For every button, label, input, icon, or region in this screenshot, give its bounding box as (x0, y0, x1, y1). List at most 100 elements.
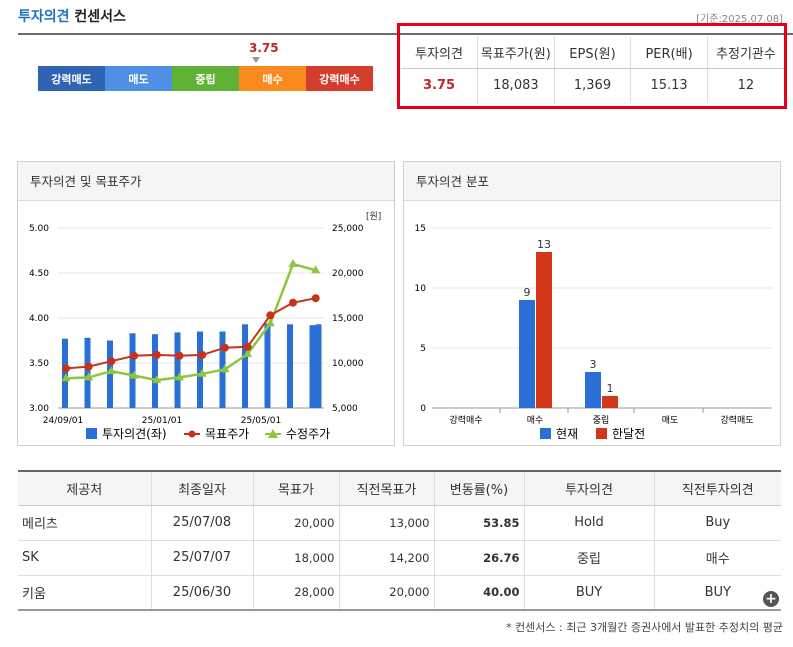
opinion-bar (62, 338, 68, 408)
left-tick: 4.50 (29, 269, 49, 279)
dist-x-tick: 강력매수 (449, 414, 482, 426)
header-divider (18, 33, 793, 35)
target-price-point (198, 350, 207, 359)
legend-month-ago: 한달전 (612, 427, 645, 441)
target-price-point (311, 294, 320, 303)
provider-opinion: BUY (524, 575, 655, 611)
dist-y-tick: 5 (420, 344, 426, 354)
consensus-header-per: PER(배) (630, 37, 708, 69)
opinion-scale-sell: 매도 (105, 66, 172, 91)
opinion-bar (264, 323, 271, 408)
legend-opinion: 투자의견(좌) (102, 427, 167, 441)
opinion-bar (315, 324, 322, 408)
providers-header: 투자의견 (524, 470, 655, 506)
legend-opinion-swatch (86, 428, 97, 439)
provider-prev-opinion: 매수 (654, 540, 781, 576)
opinion-bar (174, 332, 181, 408)
adjusted-price-point (220, 364, 230, 373)
right-axis-unit: [원] (366, 211, 381, 222)
provider-target: 28,000 (253, 575, 340, 611)
target-price-point (84, 362, 93, 371)
opinion-scale-bar: 강력매도 매도 중립 매수 강력매수 (38, 66, 373, 91)
page-title: 투자의견 컨센서스 (18, 6, 126, 26)
adjusted-price-point (61, 373, 71, 382)
left-tick: 4.00 (29, 314, 49, 324)
adjusted-price-point (265, 318, 275, 327)
provider-change: 40.00 (434, 575, 525, 611)
provider-name: 키움 (18, 575, 152, 611)
right-tick: 25,000 (332, 224, 364, 234)
dist-x-tick: 강력매도 (720, 414, 753, 426)
distribution-bar (585, 372, 601, 408)
providers-header: 제공처 (18, 470, 152, 506)
distribution-bar-label: 13 (537, 238, 551, 251)
opinion-chart: [원] 5.00 4.50 4.00 3.50 3.00 25,000 20,0… (29, 211, 381, 441)
consensus-opinion-value: 3.75 (401, 68, 479, 103)
opinion-bar (197, 331, 203, 408)
provider-name: SK (18, 540, 152, 576)
consensus-header-count: 추정기관수 (707, 37, 784, 69)
provider-target: 18,000 (253, 540, 340, 576)
title-consensus: 컨센서스 (74, 9, 126, 25)
target-price-point (175, 351, 184, 360)
provider-prev-target: 14,200 (339, 540, 435, 576)
consensus-per-value: 15.13 (630, 68, 708, 103)
consensus-header-target: 목표주가(원) (477, 37, 555, 69)
provider-date: 25/07/08 (151, 505, 254, 541)
left-tick: 3.50 (29, 359, 49, 369)
adjusted-price-point (152, 375, 162, 384)
target-price-point (220, 343, 229, 352)
provider-opinion: Hold (524, 505, 655, 541)
dist-y-tick: 10 (415, 284, 427, 294)
distribution-bar-label: 9 (524, 286, 531, 299)
right-tick: 20,000 (332, 269, 364, 279)
distribution-chart-title: 투자의견 분포 (404, 162, 780, 201)
table-row: 메리츠 25/07/08 20,000 13,000 53.85 Hold Bu… (18, 505, 781, 541)
left-tick: 5.00 (29, 224, 49, 234)
provider-change: 53.85 (434, 505, 525, 541)
opinion-scale-strong-buy: 강력매수 (306, 66, 373, 91)
opinion-bar (152, 334, 158, 408)
provider-change: 26.76 (434, 540, 525, 576)
providers-header: 최종일자 (151, 470, 254, 506)
opinion-chart-legend: 투자의견(좌) 목표주가 수정주가 (86, 427, 330, 441)
opinion-bar (129, 333, 136, 408)
provider-opinion: 중립 (524, 540, 655, 576)
x-tick: 24/09/01 (43, 416, 83, 426)
consensus-header-eps: EPS(원) (554, 37, 632, 69)
distribution-bar-label: 1 (607, 382, 614, 395)
expand-plus-icon[interactable]: + (763, 591, 779, 607)
opinion-bar (107, 340, 113, 408)
distribution-bar (519, 300, 535, 408)
adjusted-price-point (288, 259, 298, 267)
legend-target: 목표주가 (205, 427, 249, 441)
adjusted-price-point (311, 265, 321, 274)
left-tick: 3.00 (29, 404, 49, 414)
footnote: * 컨센서스 : 최근 3개월간 증권사에서 발표한 추정치의 평균 (506, 621, 783, 634)
target-price-point (266, 311, 275, 320)
legend-current-swatch (540, 428, 551, 439)
consensus-eps-value: 1,369 (554, 68, 632, 103)
distribution-bar (536, 252, 552, 408)
dist-y-tick: 0 (420, 404, 426, 414)
distribution-chart-legend: 현재 한달전 (540, 427, 645, 441)
x-tick: 25/01/01 (142, 416, 182, 426)
opinion-bar (84, 337, 91, 408)
opinion-scale-neutral: 중립 (172, 66, 239, 91)
opinion-scale-strong-sell: 강력매도 (38, 66, 105, 91)
distribution-chart: 9 3 13 1 15 10 5 0 강력매수 매수 중립 매도 강력매도 현재 한달… (415, 224, 772, 441)
legend-current: 현재 (556, 427, 578, 441)
title-opinion: 투자의견 (18, 9, 70, 25)
providers-header: 변동률(%) (434, 470, 525, 506)
basis-date: [기준:2025.07.08] (696, 14, 783, 25)
provider-date: 25/06/30 (151, 575, 254, 611)
target-price-point (243, 342, 252, 351)
adjusted-price-point (243, 349, 253, 357)
legend-target-swatch (188, 430, 196, 438)
dist-y-tick: 15 (415, 224, 426, 234)
adjusted-price-point (175, 372, 184, 381)
distribution-chart-panel: 투자의견 분포 9 3 13 1 15 10 5 0 강력매수 매수 중립 매도 강력… (403, 161, 781, 446)
target-price-line (65, 297, 316, 370)
adjusted-price-point (197, 368, 207, 377)
target-price-point (289, 298, 297, 307)
